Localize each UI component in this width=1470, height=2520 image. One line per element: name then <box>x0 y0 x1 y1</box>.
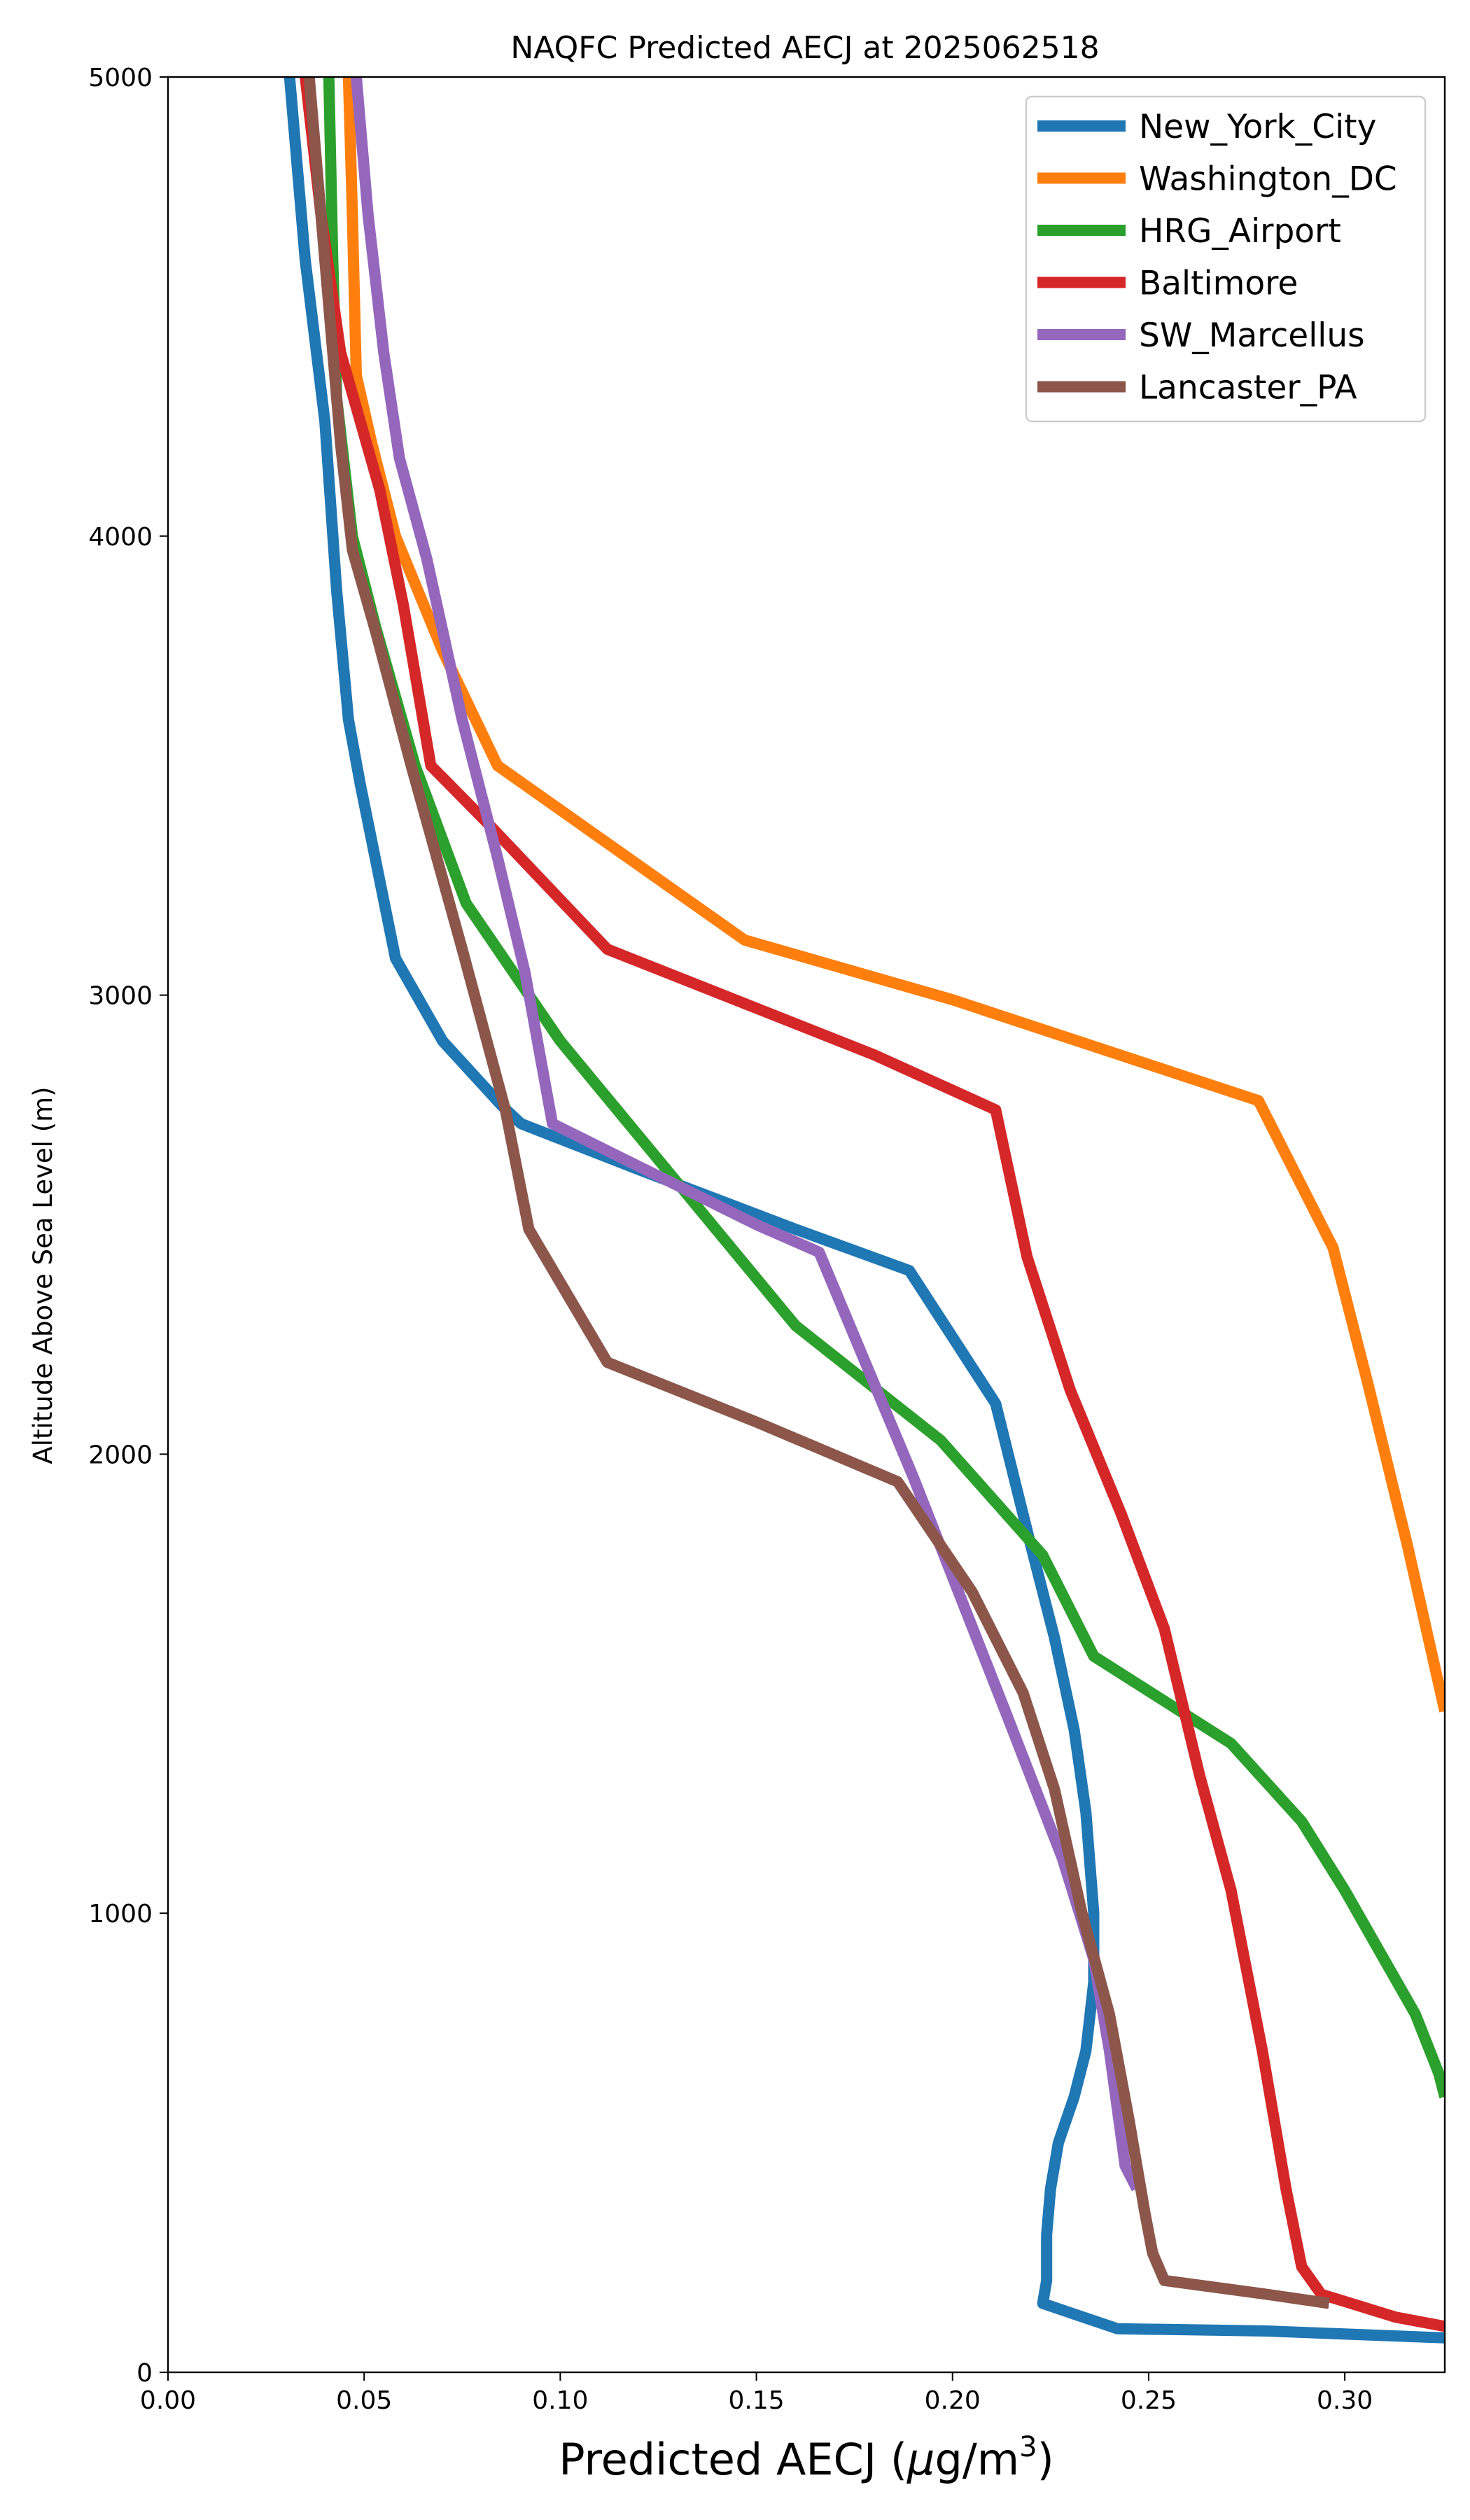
x-tick-label: 0.20 <box>925 2386 981 2415</box>
legend-label: SW_Marcellus <box>1139 316 1365 355</box>
plot-frame <box>167 76 1446 2374</box>
legend-label: Washington_DC <box>1139 160 1397 199</box>
chart-title: NAQFC Predicted AECJ at 2025062518 <box>510 30 1099 66</box>
legend-label: New_York_City <box>1139 108 1376 146</box>
x-tick-label: 0.30 <box>1317 2386 1373 2415</box>
y-tick-label: 1000 <box>88 1900 153 1928</box>
series-line-6 <box>303 77 1330 2309</box>
x-axis-label-unit: g/m <box>934 2434 1019 2485</box>
series-line-1 <box>284 77 1445 2344</box>
x-axis-label: Predicted AECJ (μg/m3) <box>559 2431 1054 2485</box>
x-axis: 0.00 0.05 0.10 0.15 0.20 0.25 0.30 <box>140 2372 1373 2415</box>
legend-box <box>1025 95 1427 423</box>
y-axis-label: Altitude Above Sea Level (m) <box>28 1086 58 1464</box>
y-axis: 0 1000 2000 3000 4000 5000 <box>88 64 168 2388</box>
y-tick-label: 3000 <box>88 982 153 1011</box>
legend-label: Lancaster_PA <box>1139 369 1357 407</box>
x-axis-label-sup: 3 <box>1019 2431 1037 2463</box>
x-axis-label-close: ) <box>1037 2434 1054 2485</box>
legend-label: HRG_Airport <box>1139 212 1341 251</box>
series-line-5 <box>351 77 1142 2192</box>
x-tick-label: 0.15 <box>728 2386 784 2415</box>
plot-lines <box>284 77 1445 2344</box>
x-axis-label-mu: μ <box>906 2434 934 2485</box>
y-tick-label: 5000 <box>88 64 153 92</box>
legend-label: Baltimore <box>1139 265 1298 303</box>
x-tick-label: 0.05 <box>336 2386 392 2415</box>
y-tick-label: 0 <box>136 2359 153 2388</box>
series-line-2 <box>342 77 1445 1713</box>
x-axis-label-main: Predicted AECJ ( <box>559 2434 907 2485</box>
x-tick-label: 0.10 <box>532 2386 588 2415</box>
series-line-4 <box>300 77 1445 2332</box>
y-tick-label: 4000 <box>88 523 153 552</box>
y-tick-label: 2000 <box>88 1441 153 1469</box>
x-tick-label: 0.00 <box>140 2386 196 2415</box>
legend: New_York_City Washington_DC HRG_Airport Bal… <box>1025 95 1427 423</box>
x-tick-label: 0.25 <box>1121 2386 1177 2415</box>
